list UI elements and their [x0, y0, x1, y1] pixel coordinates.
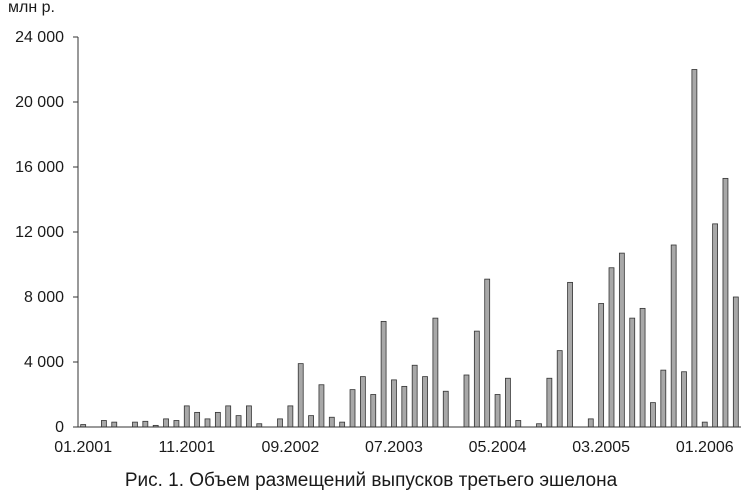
bar — [442, 390, 449, 428]
bar — [328, 416, 335, 428]
bar — [598, 303, 605, 428]
bar — [546, 377, 553, 428]
bar — [391, 379, 397, 428]
bar — [732, 296, 739, 428]
bar — [349, 389, 356, 428]
bar — [515, 420, 522, 428]
x-tick-label: 11.2001 — [158, 439, 215, 456]
bar — [246, 405, 252, 428]
bar — [297, 363, 304, 428]
y-tick-label: 0 — [55, 419, 64, 436]
bar — [235, 415, 242, 428]
y-unit-label: млн р. — [8, 0, 55, 16]
y-tick-label: 24 000 — [15, 29, 64, 46]
bar — [163, 418, 169, 428]
figure-caption: Рис. 1. Объем размещений выпусков третье… — [124, 470, 618, 491]
y-tick-label: 20 000 — [15, 94, 64, 111]
bar — [608, 267, 615, 428]
bar — [650, 402, 656, 428]
y-tick-label: 16 000 — [15, 159, 64, 176]
bar — [422, 376, 428, 428]
bar — [111, 421, 118, 428]
bar — [670, 244, 677, 428]
bar — [556, 350, 563, 428]
bar — [463, 374, 470, 428]
bar — [701, 421, 708, 428]
bar — [691, 69, 698, 428]
x-tick-label: 05.2004 — [469, 439, 527, 456]
bar — [618, 252, 625, 428]
bar — [505, 377, 511, 428]
x-axis: 01.2001 11.2001 09.2002 07.2003 05.2004 03.20… — [54, 426, 741, 456]
bar — [722, 177, 729, 428]
bar — [401, 385, 408, 428]
bar — [225, 405, 232, 428]
bar — [318, 384, 325, 428]
bar — [432, 317, 439, 428]
bar — [473, 330, 480, 428]
x-tick-label: 07.2003 — [365, 439, 423, 456]
bar — [101, 420, 107, 428]
x-tick-label: 03.2005 — [572, 439, 630, 456]
bar — [339, 421, 346, 428]
bar — [639, 307, 646, 428]
bar — [629, 317, 636, 428]
x-tick-label: 09.2002 — [261, 439, 319, 456]
y-tick-label: 4 000 — [24, 354, 64, 371]
bar — [681, 371, 687, 428]
bar — [587, 418, 594, 428]
bar-chart: млн р. 0 4 000 8 000 12 000 16 000 20 000 24 0… — [8, 0, 741, 456]
bar — [484, 278, 491, 428]
bar — [287, 405, 294, 428]
bars — [80, 69, 739, 428]
y-tick-label: 8 000 — [24, 289, 64, 306]
bar — [660, 369, 667, 428]
bar — [204, 418, 211, 428]
bar — [411, 364, 418, 428]
x-tick-label: 01.2006 — [676, 439, 734, 456]
bar — [277, 418, 283, 428]
bar — [380, 320, 387, 428]
x-tick-label: 01.2001 — [54, 439, 112, 456]
bar — [142, 420, 149, 428]
bar — [183, 405, 190, 428]
y-axis: 0 4 000 8 000 12 000 16 000 20 000 24 000 — [15, 29, 79, 436]
bar — [494, 394, 501, 428]
bar — [359, 376, 366, 428]
bar — [132, 421, 138, 428]
bar — [173, 420, 180, 428]
y-tick-label: 12 000 — [15, 224, 64, 241]
bar — [214, 411, 221, 428]
bar — [194, 411, 201, 428]
bar — [370, 394, 377, 428]
bar — [567, 281, 573, 428]
bar — [712, 223, 718, 428]
bar — [308, 415, 314, 428]
